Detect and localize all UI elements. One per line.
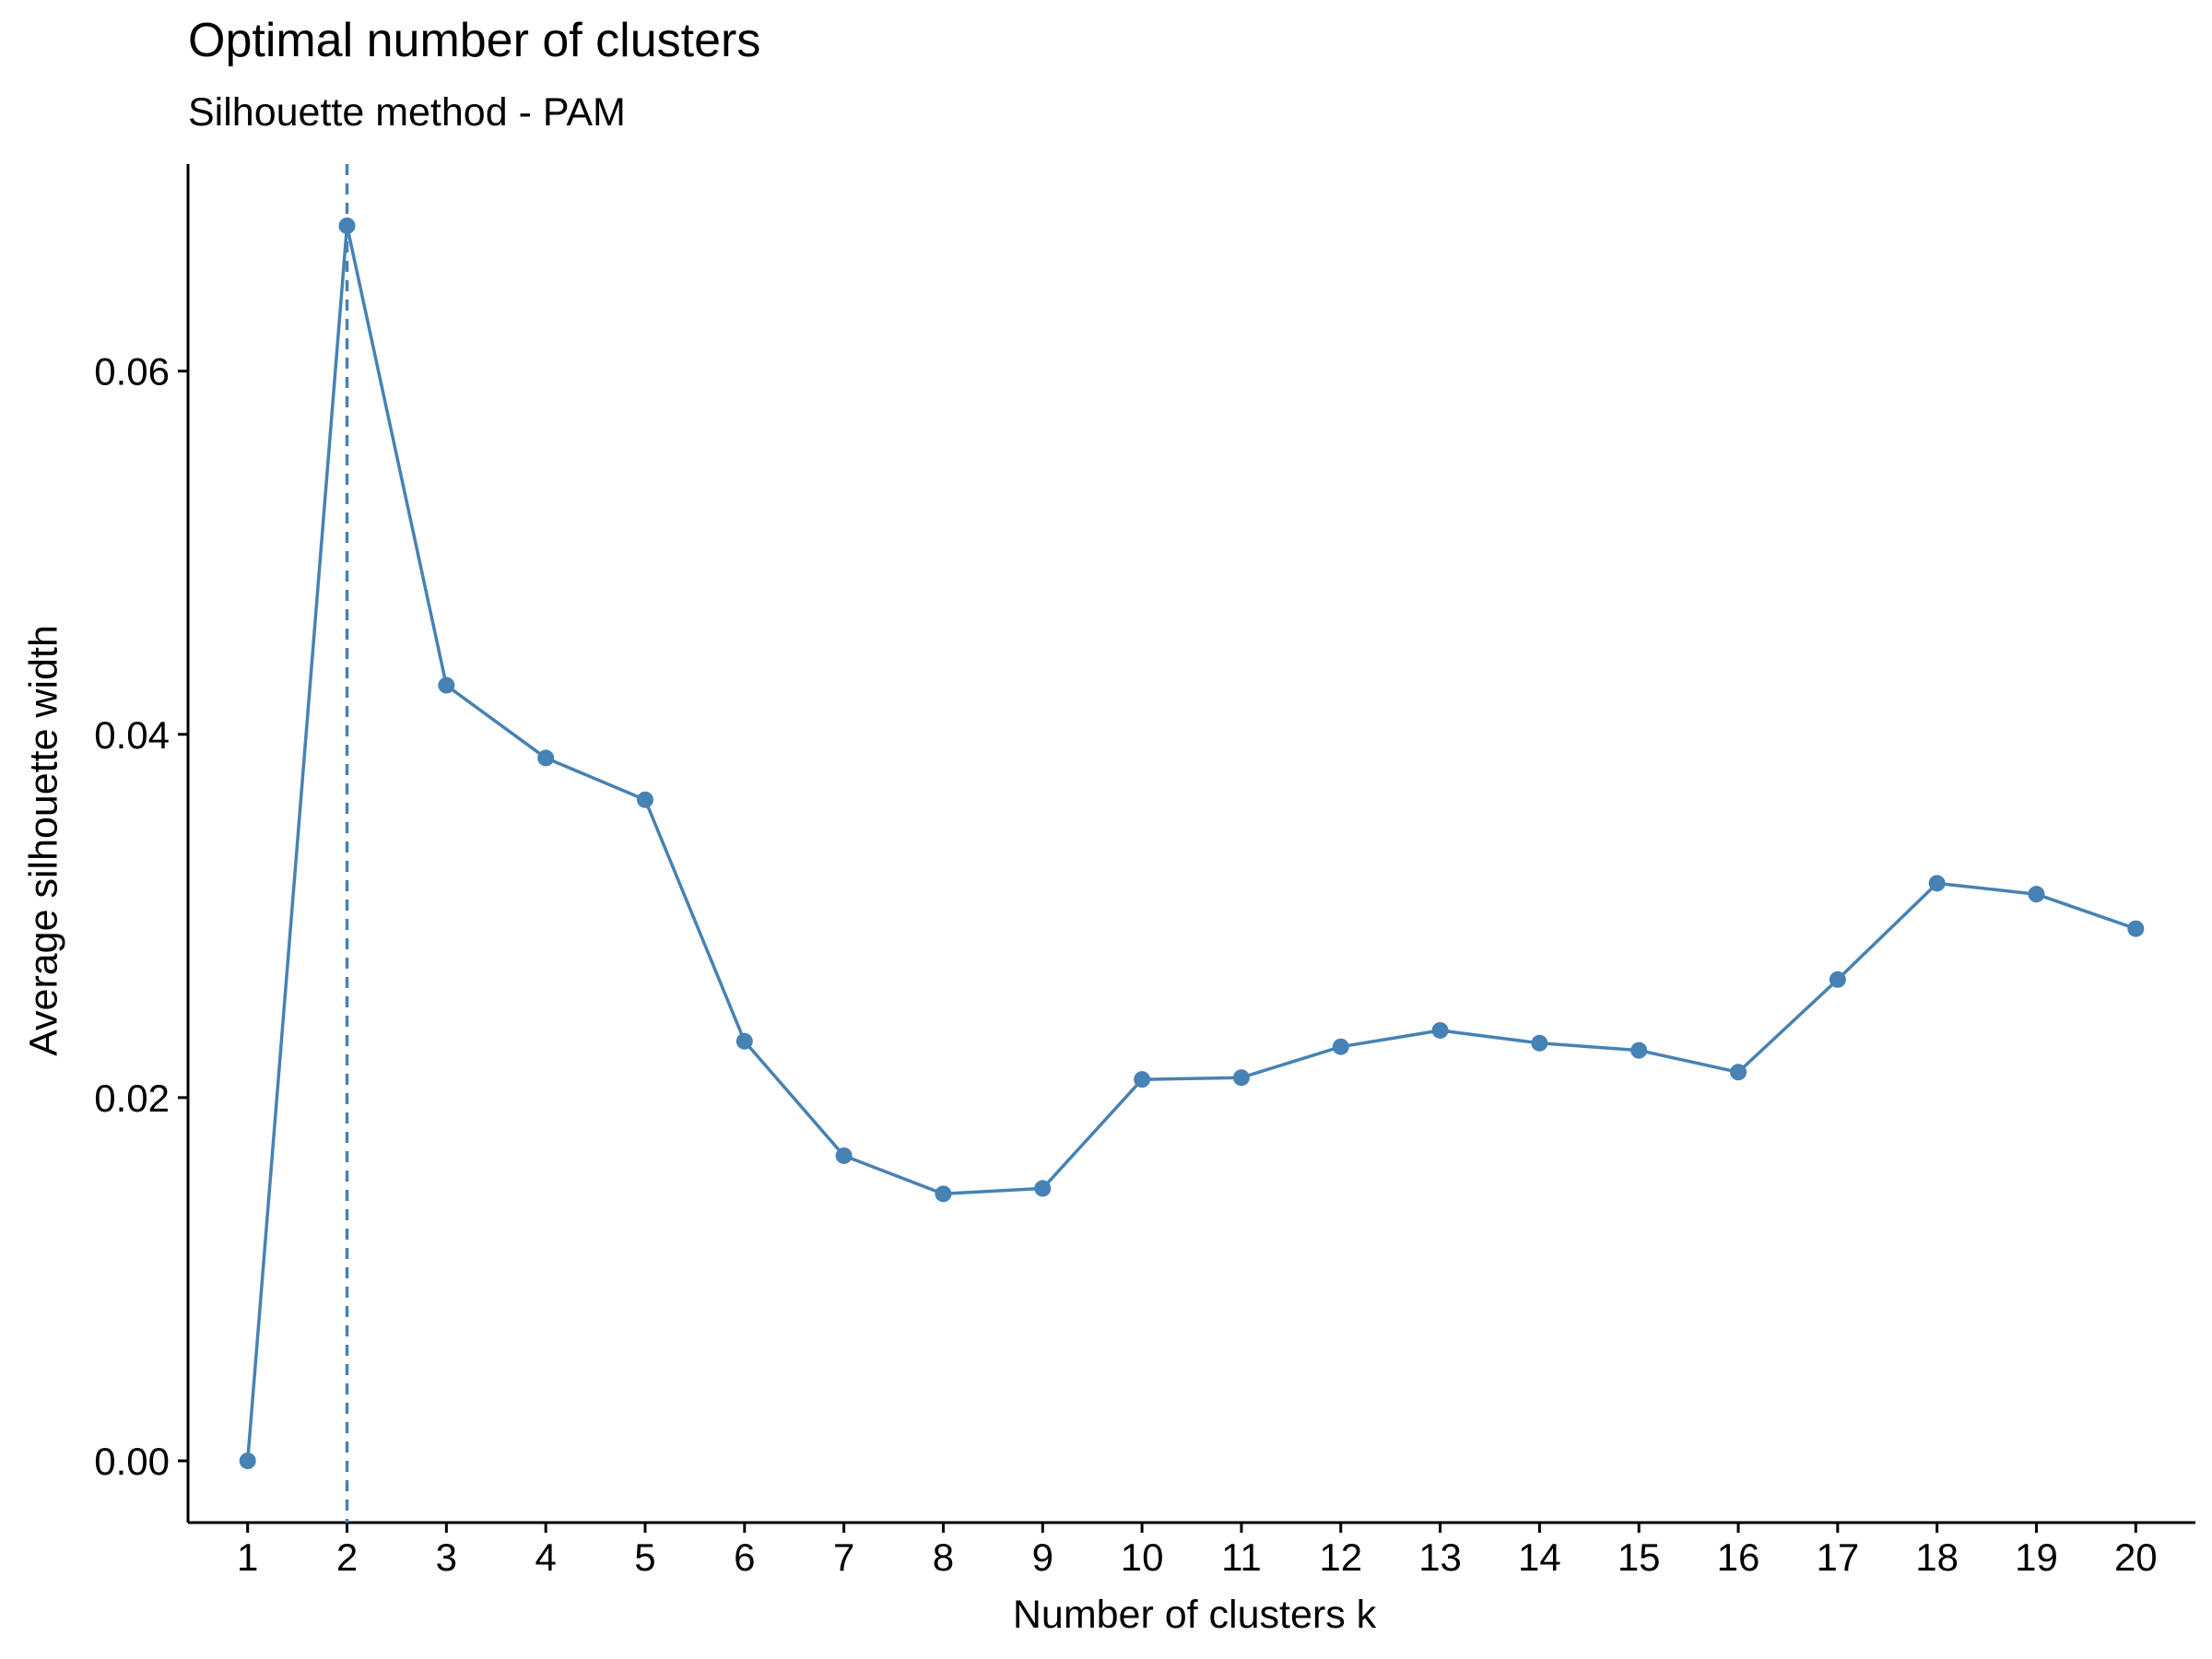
data-point xyxy=(1928,875,1946,892)
x-tick-label: 5 xyxy=(634,1535,655,1579)
y-tick-label: 0.00 xyxy=(94,1440,170,1483)
data-point xyxy=(1134,1071,1151,1088)
x-tick-label: 19 xyxy=(2015,1535,2058,1579)
data-point xyxy=(935,1185,952,1203)
x-tick-label: 8 xyxy=(933,1535,954,1579)
x-tick-label: 2 xyxy=(336,1535,358,1579)
x-tick-label: 7 xyxy=(833,1535,854,1579)
data-point xyxy=(1730,1064,1747,1081)
data-point xyxy=(1531,1034,1548,1052)
data-point xyxy=(636,791,653,808)
x-tick-label: 14 xyxy=(1518,1535,1561,1579)
chart-title: Optimal number of clusters xyxy=(188,14,761,67)
data-point xyxy=(1431,1021,1449,1039)
x-tick-label: 4 xyxy=(535,1535,556,1579)
x-tick-label: 15 xyxy=(1618,1535,1661,1579)
data-point xyxy=(1829,971,1846,988)
x-tick-label: 6 xyxy=(734,1535,755,1579)
y-tick-label: 0.06 xyxy=(94,350,170,394)
x-tick-label: 16 xyxy=(1717,1535,1760,1579)
series-line xyxy=(245,224,2136,1462)
data-point xyxy=(2028,886,2045,903)
data-point xyxy=(835,1147,853,1164)
data-point xyxy=(1630,1041,1648,1059)
data-point xyxy=(1034,1180,1052,1197)
x-tick-label: 13 xyxy=(1418,1535,1462,1579)
data-point xyxy=(338,218,356,234)
data-point xyxy=(735,1032,753,1050)
x-tick-label: 1 xyxy=(237,1535,258,1579)
x-tick-label: 11 xyxy=(1221,1535,1262,1579)
data-point xyxy=(1232,1069,1250,1087)
x-tick-label: 17 xyxy=(1816,1535,1859,1579)
x-tick-label: 3 xyxy=(436,1535,457,1579)
data-point xyxy=(1332,1038,1349,1055)
chart-subtitle: Silhouette method - PAM xyxy=(188,90,626,135)
x-tick-label: 10 xyxy=(1121,1535,1164,1579)
x-tick-label: 9 xyxy=(1032,1535,1053,1579)
y-axis-title: Average silhouette width xyxy=(21,625,66,1056)
data-point xyxy=(537,749,555,767)
data-point xyxy=(2127,920,2145,937)
x-tick-label: 18 xyxy=(1915,1535,1959,1579)
x-tick-label: 12 xyxy=(1319,1535,1362,1579)
data-point xyxy=(438,677,455,694)
data-point xyxy=(239,1453,256,1469)
y-tick-label: 0.04 xyxy=(94,713,170,757)
x-axis-title: Number of clusters k xyxy=(1012,1593,1377,1637)
x-tick-label: 20 xyxy=(2114,1535,2158,1579)
y-tick-label: 0.02 xyxy=(94,1077,170,1120)
